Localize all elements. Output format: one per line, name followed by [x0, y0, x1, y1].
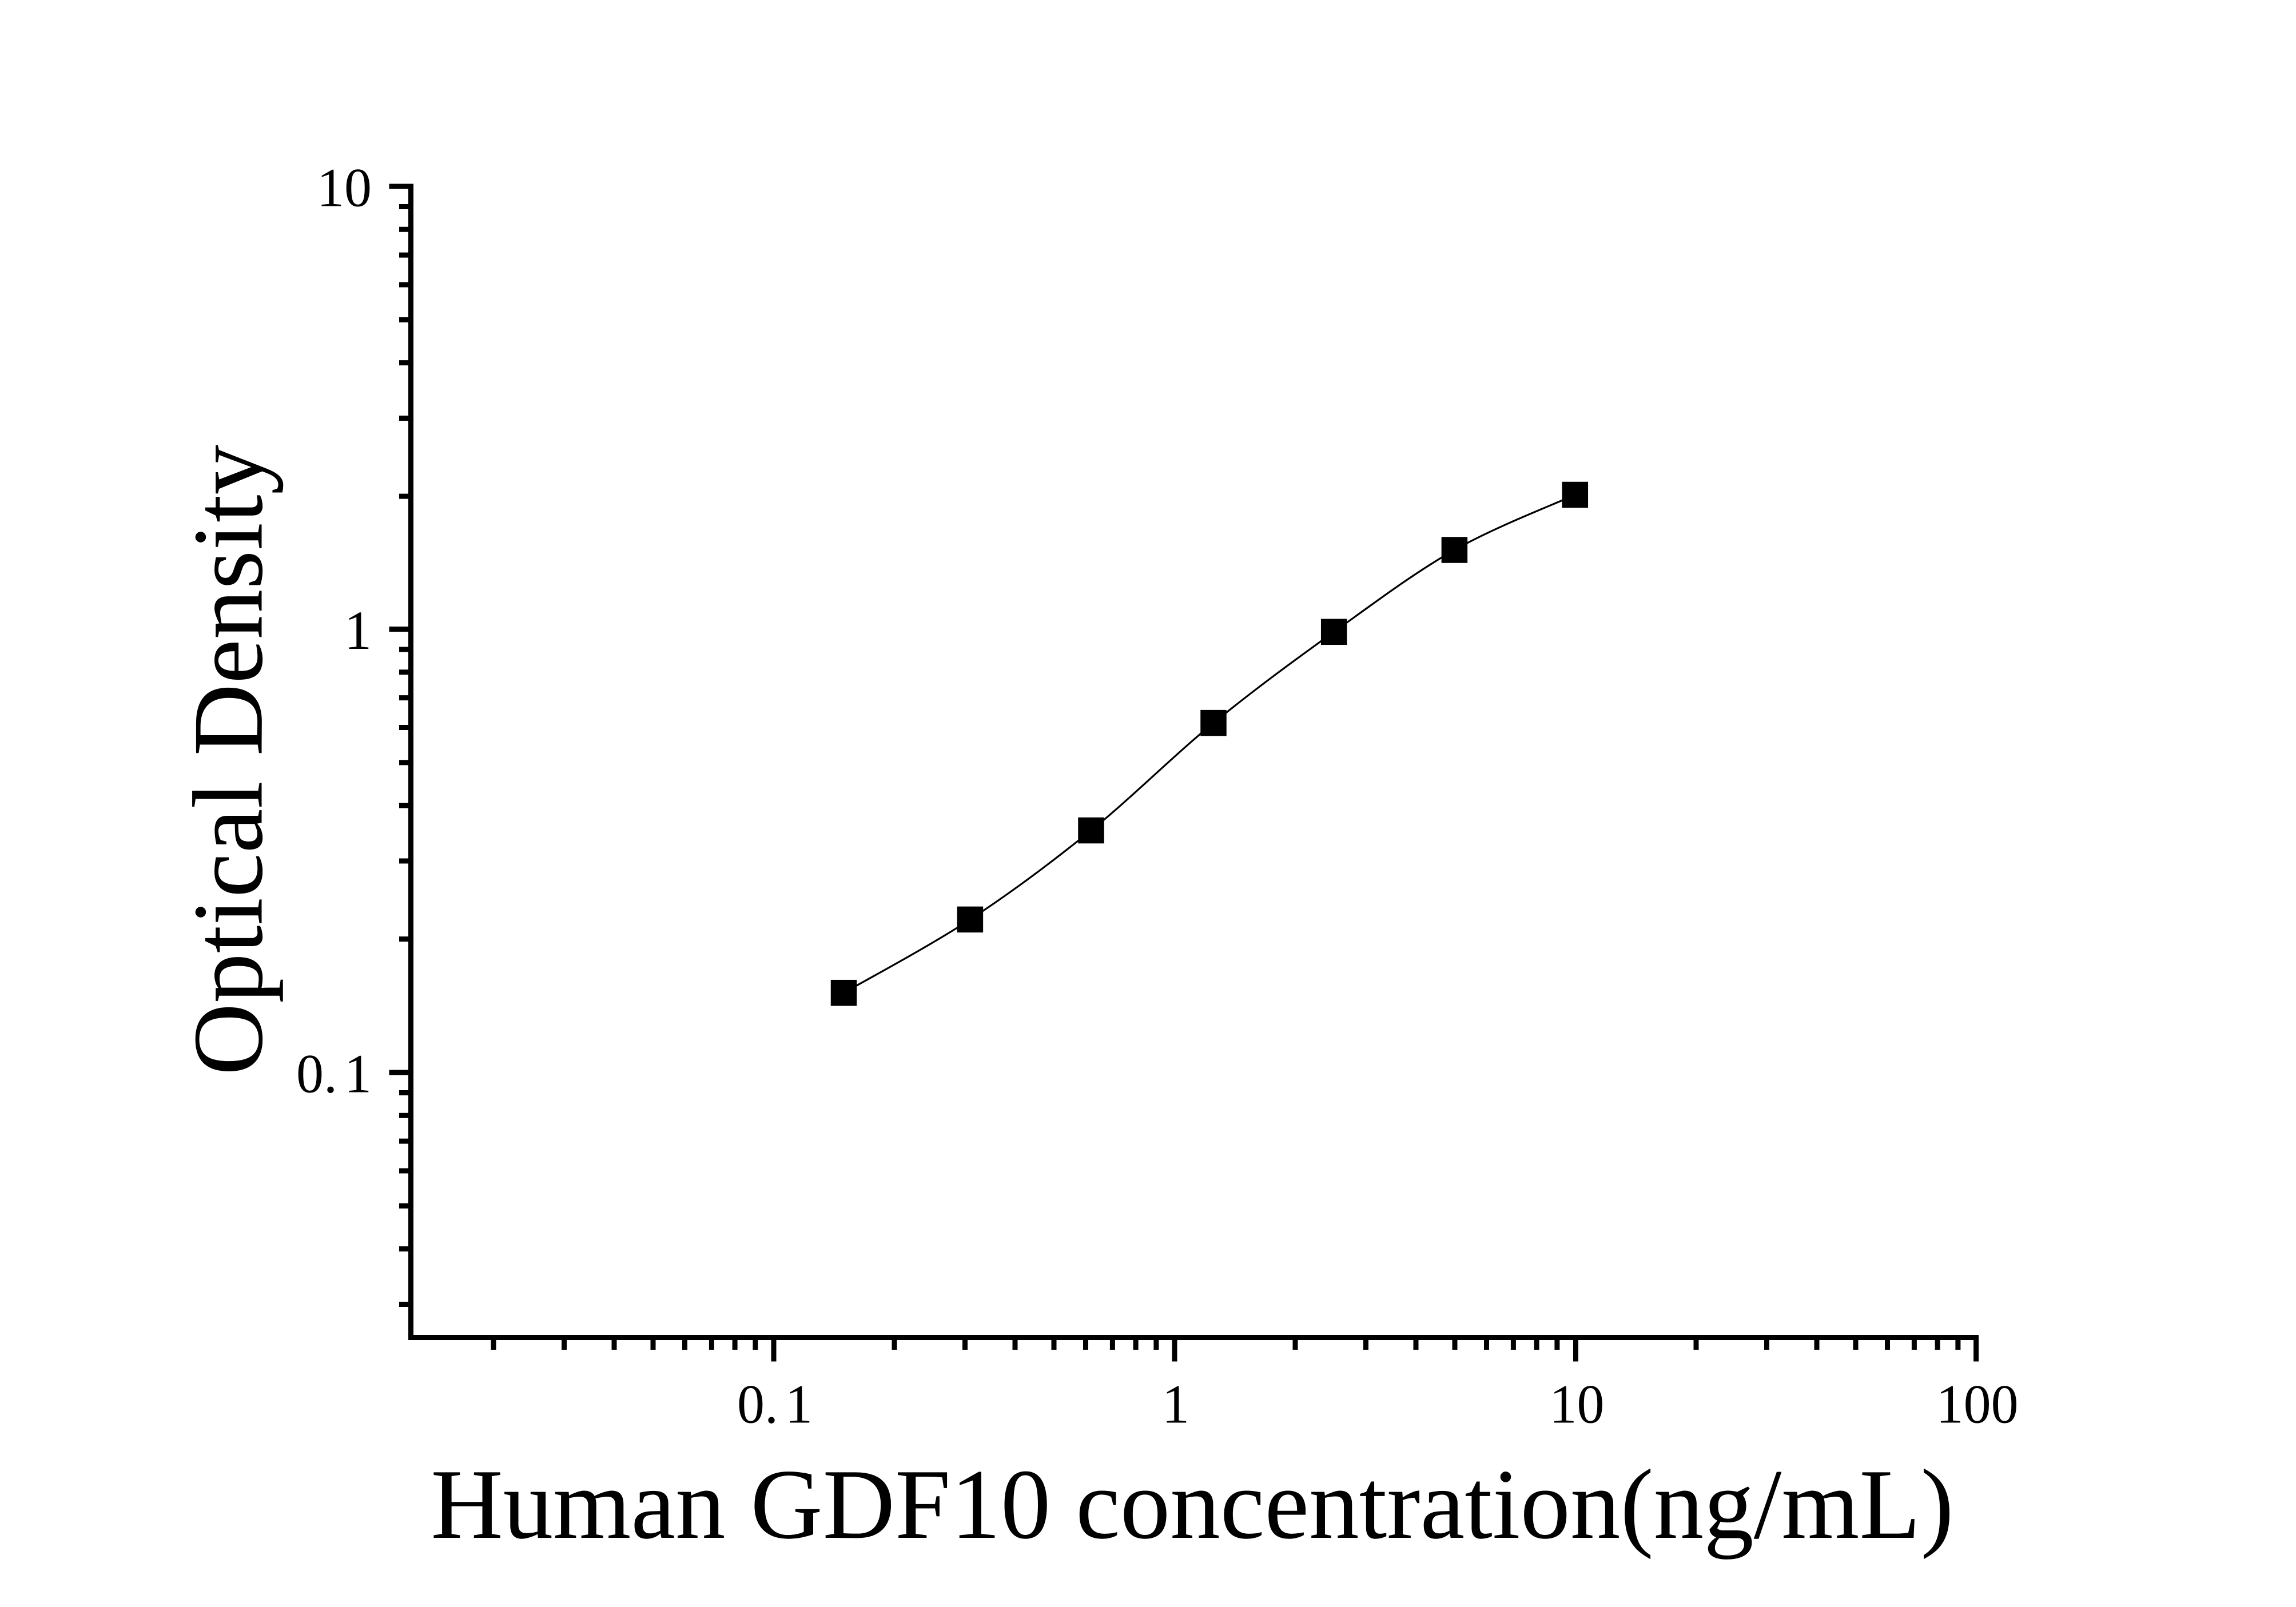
svg-text:Human GDF10 concentration(ng/m: Human GDF10 concentration(ng/mL) [431, 1449, 1953, 1560]
svg-text:1: 1 [1162, 1374, 1189, 1435]
svg-text:1: 1 [344, 600, 372, 661]
svg-text:10: 10 [317, 157, 372, 218]
svg-text:0.1: 0. 1 [737, 1374, 813, 1435]
svg-text:Optical Density: Optical Density [173, 445, 284, 1075]
svg-text:100: 100 [1936, 1374, 2019, 1435]
svg-text:10: 10 [1550, 1374, 1605, 1435]
svg-text:0.1: 0. 1 [296, 1043, 372, 1104]
